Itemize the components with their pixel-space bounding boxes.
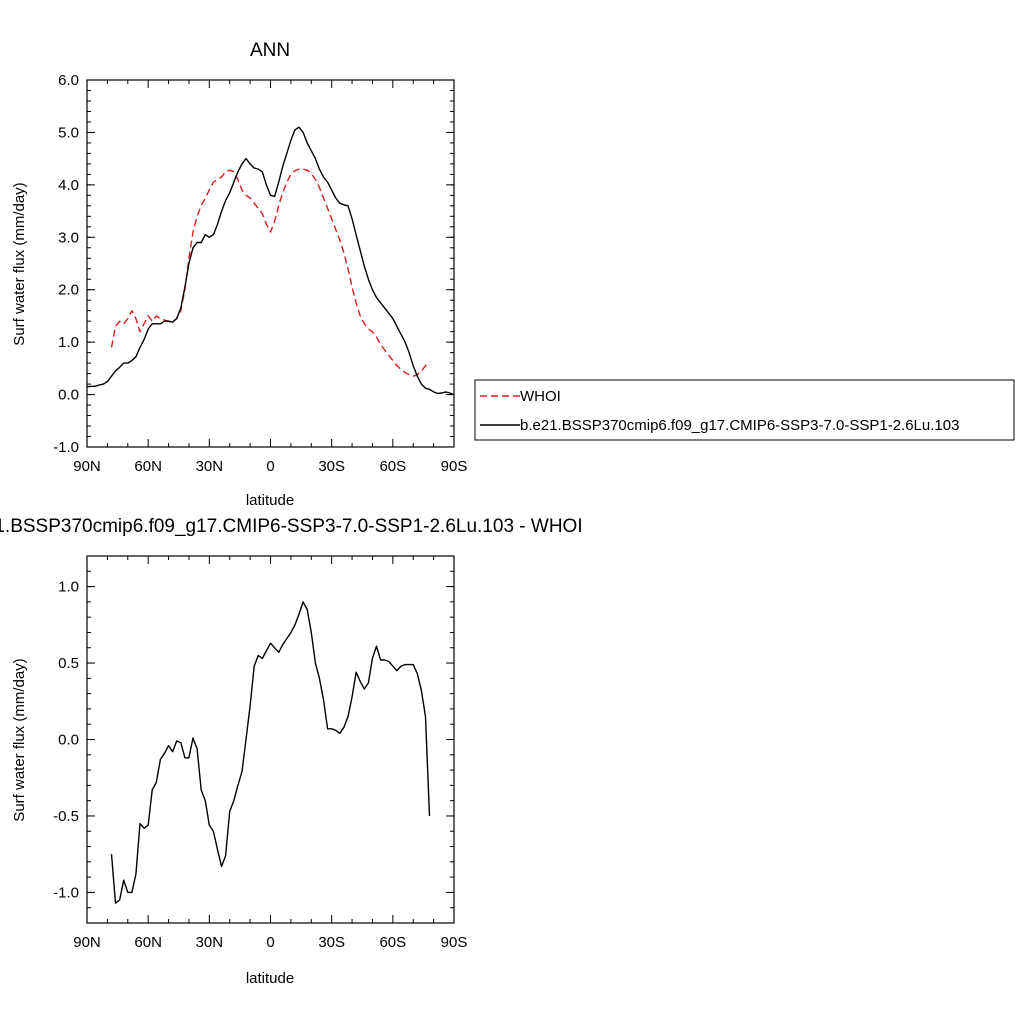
y-tick-label: 5.0 — [58, 124, 79, 141]
y-tick-label: 2.0 — [58, 282, 79, 299]
plot-frame — [86, 555, 455, 924]
x-tick-label: 30N — [196, 934, 224, 951]
y-axis-label: Surf water flux (mm/day) — [11, 658, 28, 821]
y-tick-label: 0.5 — [58, 655, 79, 672]
x-tick-label: 0 — [266, 458, 274, 475]
x-tick-label: 60N — [134, 934, 162, 951]
x-tick-label: 90S — [441, 934, 468, 951]
x-tick-label: 60N — [134, 458, 162, 475]
legend: WHOI b.e21.BSSP370cmip6.f09_g17.CMIP6-SS… — [474, 379, 1015, 441]
top-panel: ANN 90N 60N 30N 0 30S 60S 90S -1.0 0.0 1.0 2.0 3.0 4… — [11, 40, 467, 509]
y-tick-label: 1.0 — [58, 579, 79, 596]
legend-label-model: b.e21.BSSP370cmip6.f09_g17.CMIP6-SSP3-7.… — [520, 417, 959, 434]
y-tick-label: 1.0 — [58, 334, 79, 351]
y-tick-label: 0.0 — [58, 387, 79, 404]
legend-label-whoi: WHOI — [520, 388, 561, 405]
axis-ticks: 90N 60N 30N 0 30S 60S 90S -1.0 0.0 1.0 2.0 3.0 4.0 5.… — [53, 72, 467, 475]
y-axis-label: Surf water flux (mm/day) — [11, 182, 28, 345]
x-tick-label: 30N — [196, 458, 224, 475]
series-line-0 — [110, 601, 431, 904]
difference-chart-title: b.e21.BSSP370cmip6.f09_g17.CMIP6-SSP3-7.… — [0, 516, 583, 537]
y-tick-label: 4.0 — [58, 177, 79, 194]
series-line-1 — [86, 126, 455, 396]
legend-box — [474, 379, 1015, 441]
series-lines — [86, 126, 455, 396]
y-tick-label: 6.0 — [58, 72, 79, 89]
y-tick-label: -1.0 — [53, 439, 79, 456]
x-tick-label: 60S — [379, 458, 406, 475]
axis-ticks: 90N 60N 30N 0 30S 60S 90S -1.0 -0.5 0.0 0.5 1.0 — [53, 555, 468, 951]
y-tick-label: 0.0 — [58, 732, 79, 749]
x-tick-label: 90N — [73, 458, 101, 475]
x-axis-label: latitude — [246, 492, 294, 509]
x-tick-label: 0 — [266, 934, 274, 951]
series-line-0 — [110, 168, 430, 377]
y-tick-label: -1.0 — [53, 884, 79, 901]
x-tick-label: 30S — [318, 458, 345, 475]
y-tick-label: -0.5 — [53, 808, 79, 825]
x-tick-label: 90N — [73, 934, 101, 951]
plot-frame — [86, 79, 455, 448]
x-tick-label: 60S — [379, 934, 406, 951]
series-lines — [110, 601, 431, 904]
x-axis-label: latitude — [246, 970, 294, 987]
bottom-panel: b.e21.BSSP370cmip6.f09_g17.CMIP6-SSP3-7.… — [0, 516, 583, 987]
chart-title: ANN — [250, 40, 290, 61]
x-tick-label: 90S — [441, 458, 468, 475]
x-tick-label: 30S — [318, 934, 345, 951]
y-tick-label: 3.0 — [58, 229, 79, 246]
